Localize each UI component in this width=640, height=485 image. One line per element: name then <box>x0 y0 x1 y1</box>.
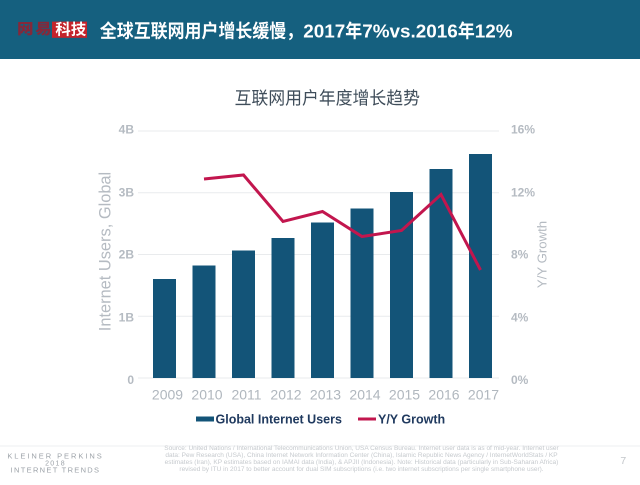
svg-text:12%: 12% <box>475 22 513 43</box>
svg-text:12%: 12% <box>511 185 535 199</box>
svg-text:2016: 2016 <box>428 387 459 403</box>
svg-text:revised by ITU in 2017 to bett: revised by ITU in 2017 to better account… <box>179 466 543 473</box>
svg-text:0: 0 <box>127 373 134 387</box>
svg-text:2017: 2017 <box>468 387 499 403</box>
svg-text:data: Pew Research (USA), Chin: data: Pew Research (USA), China Internet… <box>165 452 557 459</box>
svg-text:2010: 2010 <box>191 387 222 403</box>
svg-text:2B: 2B <box>119 248 135 262</box>
svg-text:8%: 8% <box>511 248 529 262</box>
svg-text:1B: 1B <box>119 310 135 324</box>
svg-text:0%: 0% <box>511 373 529 387</box>
svg-text:INTERNET TRENDS: INTERNET TRENDS <box>11 465 101 474</box>
svg-text:7%vs.2016: 7%vs.2016 <box>362 22 458 43</box>
svg-text:2009: 2009 <box>152 387 183 403</box>
svg-text:2018: 2018 <box>45 460 66 467</box>
svg-text:Internet Users, Global: Internet Users, Global <box>97 172 115 331</box>
svg-text:Y/Y Growth: Y/Y Growth <box>535 221 550 288</box>
svg-text:2014: 2014 <box>349 387 380 403</box>
svg-text:4%: 4% <box>511 310 529 324</box>
svg-text:16%: 16% <box>511 123 535 137</box>
svg-text:Global Internet Users: Global Internet Users <box>216 412 342 426</box>
svg-text:Y/Y Growth: Y/Y Growth <box>378 412 445 426</box>
svg-text:4B: 4B <box>119 123 135 137</box>
svg-text:2015: 2015 <box>389 387 420 403</box>
svg-text:3B: 3B <box>119 185 135 199</box>
svg-text:2013: 2013 <box>310 387 341 403</box>
svg-text:2011: 2011 <box>231 387 261 403</box>
svg-text:7: 7 <box>620 455 626 467</box>
svg-text:estimates (Iran), KP estimates: estimates (Iran), KP estimates based on … <box>165 459 559 466</box>
svg-text:2017: 2017 <box>303 22 345 43</box>
svg-text:Source: United Nations / Inter: Source: United Nations / International T… <box>164 445 559 452</box>
svg-text:2012: 2012 <box>270 387 301 403</box>
svg-text:KLEINER PERKINS: KLEINER PERKINS <box>7 451 103 460</box>
